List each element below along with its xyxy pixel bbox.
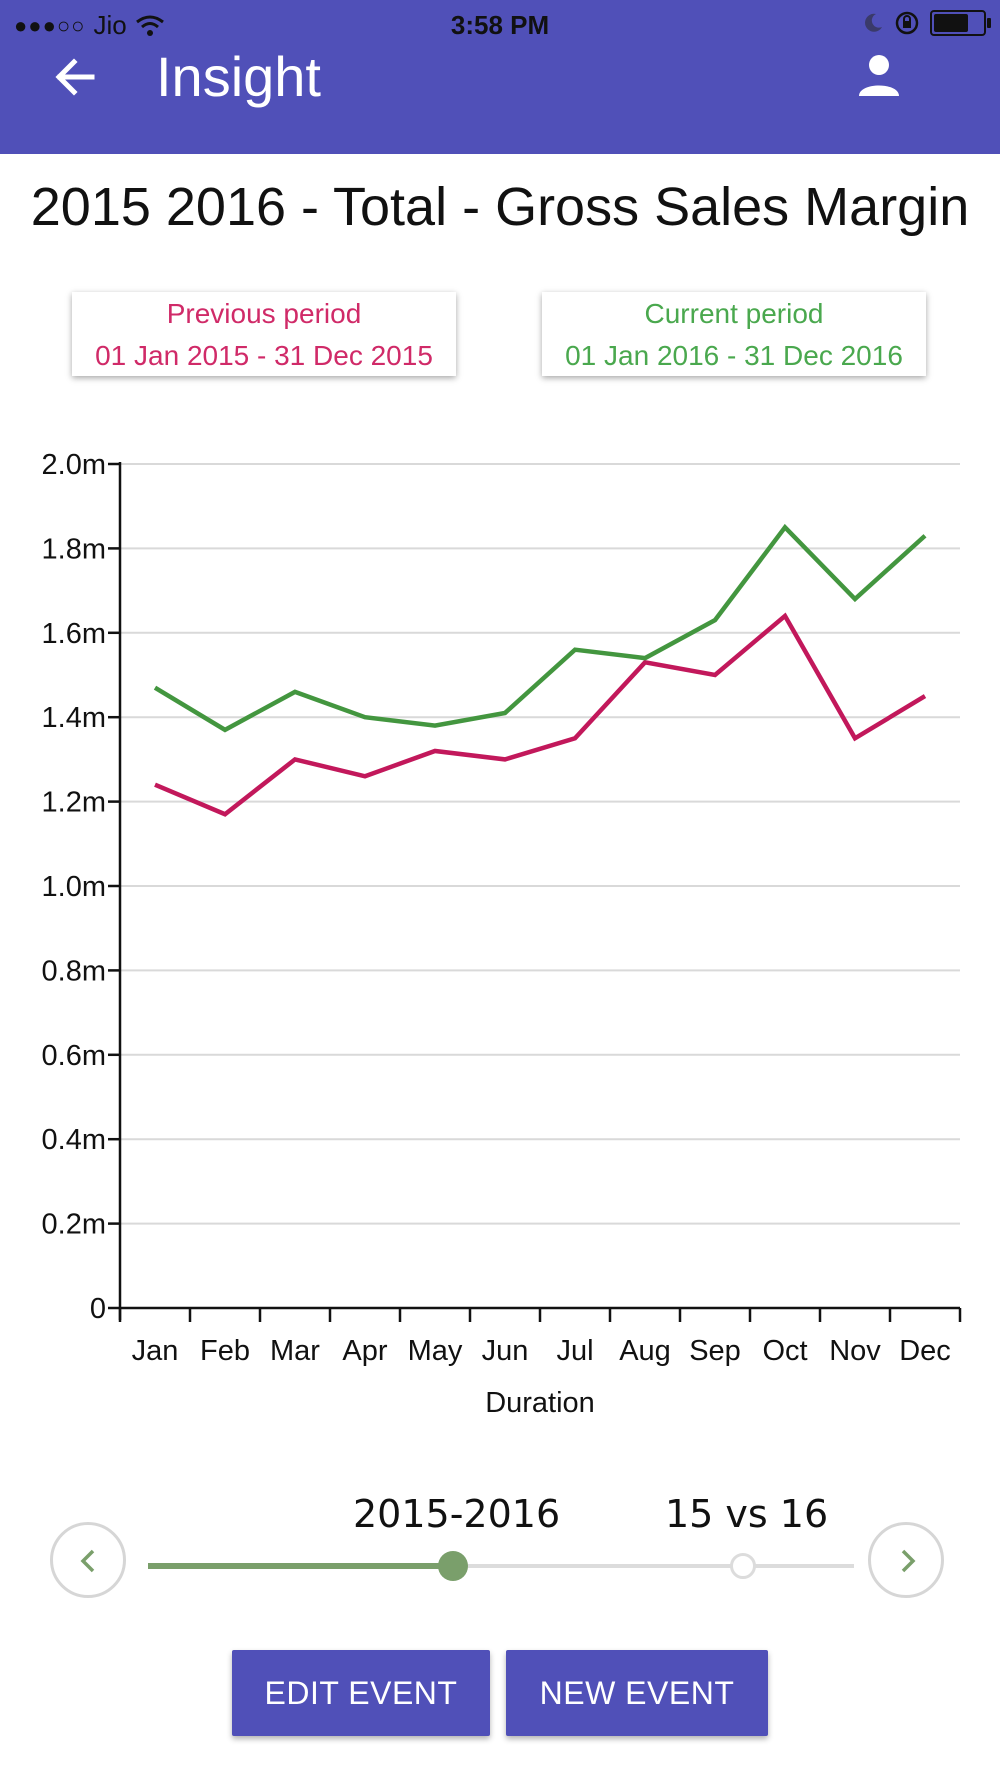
person-icon [859,55,899,96]
current-period-line [153,523,927,733]
x-tick-label: May [408,1335,463,1367]
previous-period-label: Previous period [166,298,362,329]
next-button[interactable] [868,1522,944,1598]
previous-button[interactable] [50,1522,126,1598]
page-title: 2015 2016 - Total - Gross Sales Margin [30,177,970,237]
y-tick-label: 1.6m [42,618,106,650]
previous-period-card: Previous period 01 Jan 2015 - 31 Dec 201… [72,292,456,376]
wifi-icon [135,15,164,36]
y-tick-label: 0 [90,1293,106,1325]
y-tick-label: 1.8m [42,533,106,565]
previous-period-range: 01 Jan 2015 - 31 Dec 2015 [95,340,433,371]
x-tick-label: Aug [619,1335,671,1367]
new-event-button[interactable]: NEW EVENT [506,1650,768,1736]
x-tick-label: Jun [482,1335,529,1367]
sales-margin-line-chart: 0 0.2m 0.4m 0.6m 0.8m 1.0m 1.2m 1.4m 1.6m 1.8m 2.0… [42,449,962,1419]
current-period-card: Current period 01 Jan 2016 - 31 Dec 2016 [542,292,926,376]
slider-knob-selected[interactable] [438,1551,468,1581]
battery-icon [930,10,991,36]
status-bar: ●●●○○ Jio 3:58 PM [0,6,1000,46]
x-axis-title: Duration [485,1387,595,1419]
signal-strength-icon: ●●●○○ [14,12,86,38]
current-period-label: Current period [644,298,824,329]
slider-track[interactable] [148,1564,854,1568]
app-bar: ●●●○○ Jio 3:58 PM Insight [0,0,1000,154]
chevron-left-icon [80,1549,95,1573]
x-tick-label: Jan [132,1335,179,1367]
x-tick-label: Dec [899,1335,951,1367]
x-tick-label: Feb [200,1335,250,1367]
do-not-disturb-icon [865,13,882,32]
x-tick-label: Nov [829,1335,881,1367]
back-button[interactable] [50,52,108,106]
x-tick-label: Apr [342,1335,387,1367]
previous-period-line [154,612,927,817]
orientation-lock-icon [895,11,919,35]
slider-label-2015-2016: 2015-2016 [353,1492,561,1536]
carrier-name: Jio [93,10,127,40]
y-tick-label: 0.8m [42,955,106,987]
period-slider: 2015-2016 15 vs 16 [0,1470,1000,1620]
slider-knob-15-vs-16[interactable] [730,1553,756,1579]
y-tick-label: 0.2m [42,1209,106,1241]
y-tick-label: 2.0m [42,449,106,481]
chevron-right-icon [901,1549,916,1573]
profile-button[interactable] [856,52,908,104]
app-title: Insight [156,45,321,108]
slider-track-fill [148,1563,453,1569]
current-period-range: 01 Jan 2016 - 31 Dec 2016 [565,340,903,371]
edit-event-button[interactable]: EDIT EVENT [232,1650,490,1736]
x-tick-label: Mar [270,1335,320,1367]
slider-label-15-vs-16: 15 vs 16 [665,1492,829,1536]
y-tick-label: 0.4m [42,1124,106,1156]
y-tick-label: 1.4m [42,702,106,734]
arrow-left-icon [55,58,95,96]
x-tick-label: Oct [762,1335,807,1367]
y-tick-label: 1.2m [42,787,106,819]
x-tick-label: Jul [556,1335,593,1367]
y-tick-label: 1.0m [42,871,106,903]
y-tick-label: 0.6m [42,1040,106,1072]
x-tick-label: Sep [689,1335,741,1367]
status-time: 3:58 PM [450,10,550,40]
